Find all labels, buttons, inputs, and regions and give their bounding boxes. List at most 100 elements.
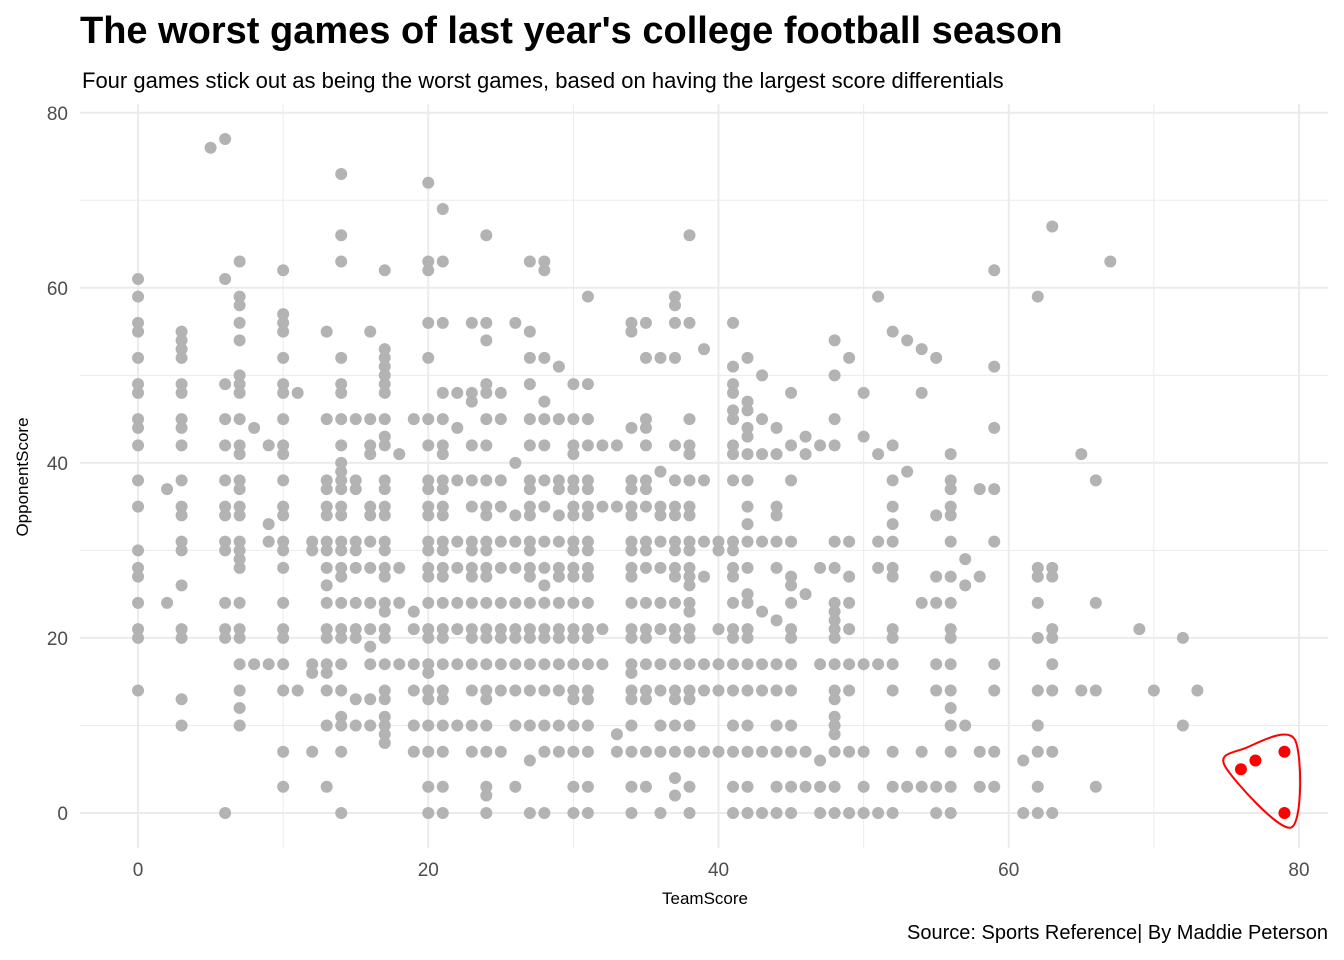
data-point [465, 561, 478, 574]
data-point [1031, 631, 1044, 644]
data-point [872, 290, 885, 303]
data-point [480, 684, 493, 697]
data-point [567, 378, 580, 391]
y-axis-title: OpponentScore [13, 417, 32, 536]
data-point [1031, 561, 1044, 574]
data-point [698, 745, 710, 758]
data-point [727, 570, 740, 583]
data-point [1031, 806, 1044, 819]
data-point [233, 255, 246, 268]
data-point [668, 290, 681, 303]
data-point [277, 509, 290, 522]
data-point [741, 351, 754, 364]
data-point [741, 684, 754, 697]
data-point [872, 448, 885, 461]
data-point [828, 334, 841, 347]
data-point [233, 448, 246, 461]
data-point [581, 413, 594, 426]
data-point [436, 684, 449, 697]
data-point [727, 719, 740, 732]
data-point [944, 448, 957, 461]
data-point [741, 448, 754, 461]
data-point [523, 509, 536, 522]
data-point [494, 745, 507, 758]
data-point [480, 561, 493, 574]
data-point [639, 413, 652, 426]
data-point [741, 745, 754, 758]
data-point [436, 570, 449, 583]
data-point [393, 658, 406, 671]
data-point [422, 255, 435, 268]
data-point [625, 596, 638, 609]
data-point [422, 745, 435, 758]
data-point [523, 325, 536, 338]
data-point [668, 561, 681, 574]
data-point [320, 631, 333, 644]
data-point [1046, 684, 1059, 697]
data-point [538, 561, 551, 574]
data-point [668, 439, 681, 452]
data-point [654, 745, 667, 758]
data-point [1031, 745, 1044, 758]
data-point [335, 351, 348, 364]
data-point [233, 386, 246, 399]
x-tick-label: 20 [418, 860, 439, 881]
data-point [581, 561, 594, 574]
data-point [277, 448, 290, 461]
data-point [320, 561, 333, 574]
data-point [538, 658, 551, 671]
data-point [843, 684, 856, 697]
data-point [465, 544, 478, 557]
data-point [335, 386, 348, 399]
data-point [930, 658, 943, 671]
data-point [756, 658, 769, 671]
data-point [407, 658, 420, 671]
data-point [320, 666, 333, 679]
data-point [698, 684, 710, 697]
data-point [422, 509, 435, 522]
data-point [378, 535, 391, 548]
data-point [436, 535, 449, 548]
data-point [465, 316, 478, 329]
data-point [581, 684, 594, 697]
data-point [465, 386, 478, 399]
data-point [581, 474, 594, 487]
data-point [741, 535, 754, 548]
data-point [756, 413, 769, 426]
data-point [988, 745, 1001, 758]
data-point [494, 561, 507, 574]
data-point [436, 806, 449, 819]
data-point [930, 684, 943, 697]
data-point [828, 535, 841, 548]
data-point [233, 684, 246, 697]
data-point [741, 631, 754, 644]
data-point [886, 658, 899, 671]
data-point [973, 483, 986, 496]
data-point [306, 658, 319, 671]
data-point [494, 474, 507, 487]
data-point [233, 701, 246, 714]
data-point [523, 483, 536, 496]
data-point [480, 500, 493, 513]
data-point [219, 413, 232, 426]
data-point [625, 745, 638, 758]
data-point [1176, 719, 1189, 732]
data-point [451, 386, 464, 399]
data-point [683, 544, 696, 557]
data-point [552, 596, 565, 609]
data-point [814, 806, 827, 819]
data-point [741, 719, 754, 732]
data-point [393, 596, 406, 609]
data-point [335, 456, 348, 469]
data-point [770, 500, 783, 513]
data-point [480, 229, 493, 242]
data-point [233, 553, 246, 566]
data-point [451, 561, 464, 574]
data-point [335, 378, 348, 391]
data-point [335, 596, 348, 609]
data-point [378, 474, 391, 487]
data-point [683, 561, 696, 574]
data-point [175, 579, 188, 592]
data-point [451, 658, 464, 671]
data-point [741, 596, 754, 609]
